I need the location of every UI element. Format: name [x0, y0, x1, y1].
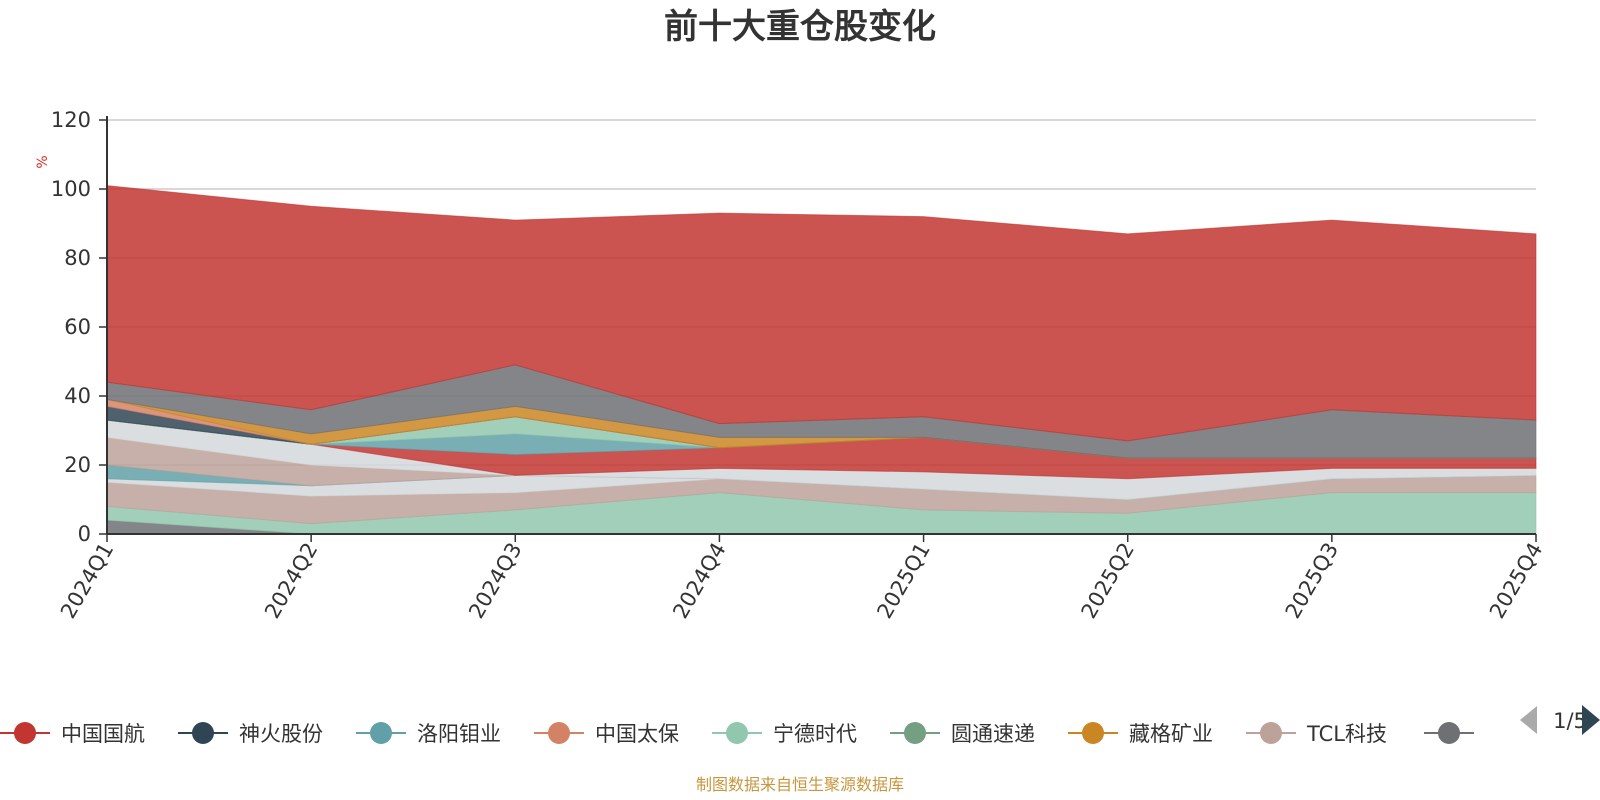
legend-label: 藏格矿业: [1129, 722, 1213, 746]
legend-item[interactable]: [1424, 722, 1474, 744]
pager-next-icon[interactable]: [1582, 705, 1600, 735]
legend-marker-icon: [548, 722, 570, 744]
legend-marker-icon: [1260, 722, 1282, 744]
x-tick-label: 2025Q4: [1485, 539, 1547, 623]
legend-item[interactable]: TCL科技: [1246, 722, 1387, 746]
legend-label: 圆通速递: [951, 722, 1035, 746]
legend-pager: 1/5: [1520, 705, 1600, 735]
legend-item[interactable]: 神火股份: [178, 722, 323, 746]
y-tick-label: 120: [51, 108, 91, 132]
area-series-group: [106, 185, 1537, 535]
legend-marker-icon: [14, 722, 36, 744]
legend-marker-icon: [192, 722, 214, 744]
legend-item[interactable]: 宁德时代: [712, 722, 857, 746]
legend-marker-icon: [726, 722, 748, 744]
y-tick-label: 60: [64, 315, 91, 339]
x-tick-label: 2024Q1: [56, 539, 118, 623]
y-axis-unit-label: %: [35, 155, 51, 168]
y-tick-label: 80: [64, 246, 91, 270]
data-source-note: 制图数据来自恒生聚源数据库: [696, 775, 904, 794]
legend-label: 洛阳钼业: [417, 722, 501, 746]
x-tick-label: 2025Q3: [1281, 539, 1343, 623]
legend-marker-icon: [1082, 722, 1104, 744]
legend-item[interactable]: 藏格矿业: [1068, 722, 1213, 746]
chart-title: 前十大重仓股变化: [664, 7, 936, 47]
area-series-14: [106, 185, 1537, 442]
legend-marker-icon: [370, 722, 392, 744]
legend-marker-icon: [1438, 722, 1460, 744]
pager-prev-icon[interactable]: [1520, 706, 1537, 734]
legend-marker-icon: [904, 722, 926, 744]
x-tick-label: 2025Q2: [1077, 539, 1139, 623]
legend[interactable]: 中国国航 神火股份 洛阳钼业 中国太保 宁德时代 圆通速递 藏格矿业 TCL科技: [0, 722, 1474, 746]
x-tick-label: 2025Q1: [872, 539, 934, 623]
y-tick-label: 20: [64, 453, 91, 477]
y-tick-label: 40: [64, 384, 91, 408]
legend-item[interactable]: 中国太保: [534, 722, 679, 746]
x-tick-label: 2024Q4: [668, 539, 730, 623]
legend-label: 神火股份: [239, 722, 323, 746]
legend-label: TCL科技: [1306, 722, 1387, 746]
legend-item[interactable]: 圆通速递: [890, 722, 1035, 746]
legend-label: 中国国航: [61, 722, 145, 746]
x-tick-label: 2024Q3: [464, 539, 526, 623]
x-tick-label: 2024Q2: [260, 539, 322, 623]
y-tick-label: 100: [51, 177, 91, 201]
legend-item[interactable]: 中国国航: [0, 722, 145, 746]
pager-page-indicator: 1/5: [1553, 709, 1587, 733]
legend-item[interactable]: 洛阳钼业: [356, 722, 501, 746]
legend-label: 宁德时代: [773, 722, 857, 746]
y-tick-label: 0: [78, 522, 91, 546]
legend-label: 中国太保: [595, 722, 679, 746]
